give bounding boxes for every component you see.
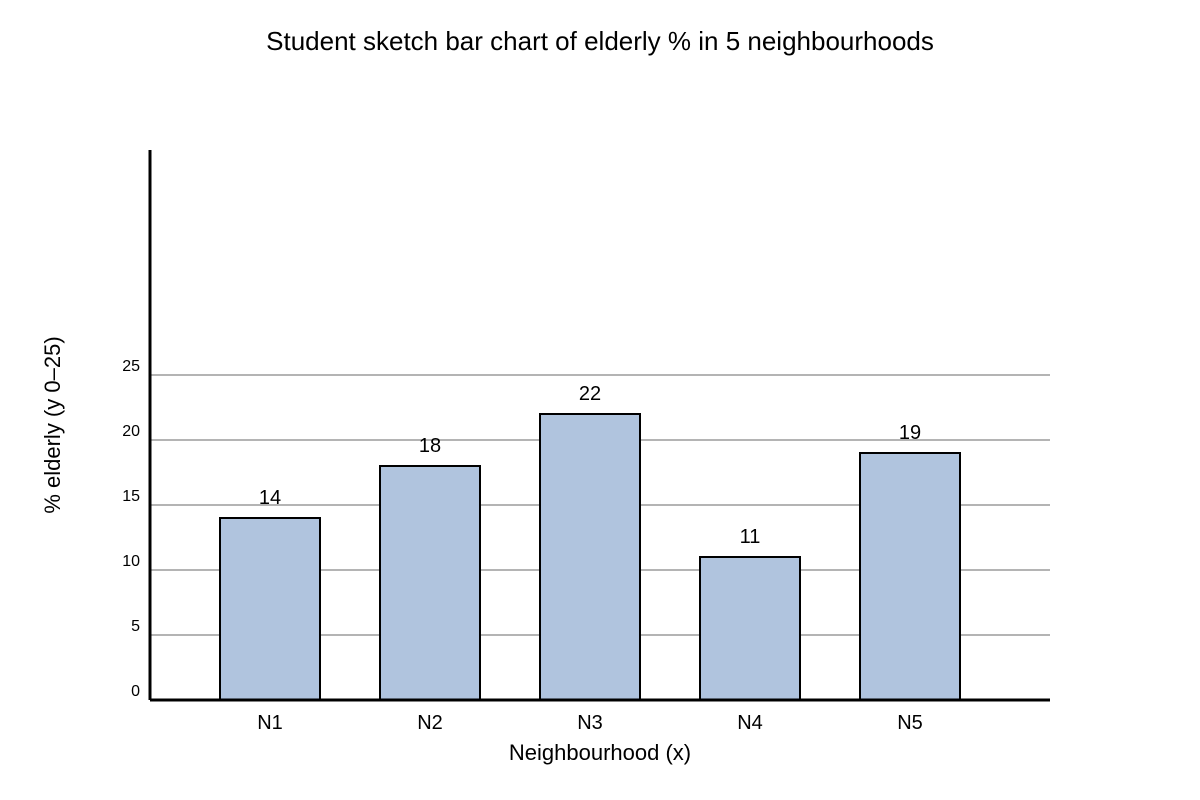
chart-title: Student sketch bar chart of elderly % in… (266, 26, 934, 56)
y-axis-label: % elderly (y 0–25) (40, 336, 65, 513)
y-tick-label: 25 (122, 358, 140, 375)
x-tick-label-n2: N2 (417, 712, 443, 734)
bar-n3 (539, 413, 641, 701)
data-label-n1: 14 (259, 487, 281, 509)
bar-n5 (859, 452, 961, 701)
y-tick-label: 15 (122, 488, 140, 505)
bars (219, 413, 961, 701)
x-tick-label-n5: N5 (897, 712, 923, 734)
bar-n4 (699, 556, 801, 701)
data-label-n4: 11 (740, 526, 761, 548)
y-tick-label: 20 (122, 423, 140, 440)
data-label-n5: 19 (899, 422, 921, 444)
y-tick-label: 0 (131, 683, 140, 700)
x-tick-labels: N1 N2 N3 N4 N5 (257, 712, 923, 734)
data-label-n3: 22 (579, 383, 601, 405)
x-tick-label-n4: N4 (737, 712, 763, 734)
x-axis-label: Neighbourhood (x) (509, 740, 691, 765)
bar-n1 (219, 517, 321, 701)
bar-n2 (379, 465, 481, 701)
y-tick-label: 10 (122, 553, 140, 570)
y-tick-label: 5 (131, 618, 140, 635)
y-tick-labels: 0 5 10 15 20 25 (122, 358, 140, 700)
data-label-n2: 18 (419, 435, 441, 457)
x-tick-label-n1: N1 (257, 712, 283, 734)
x-tick-label-n3: N3 (577, 712, 603, 734)
data-labels: 14 18 22 11 19 (259, 383, 921, 548)
